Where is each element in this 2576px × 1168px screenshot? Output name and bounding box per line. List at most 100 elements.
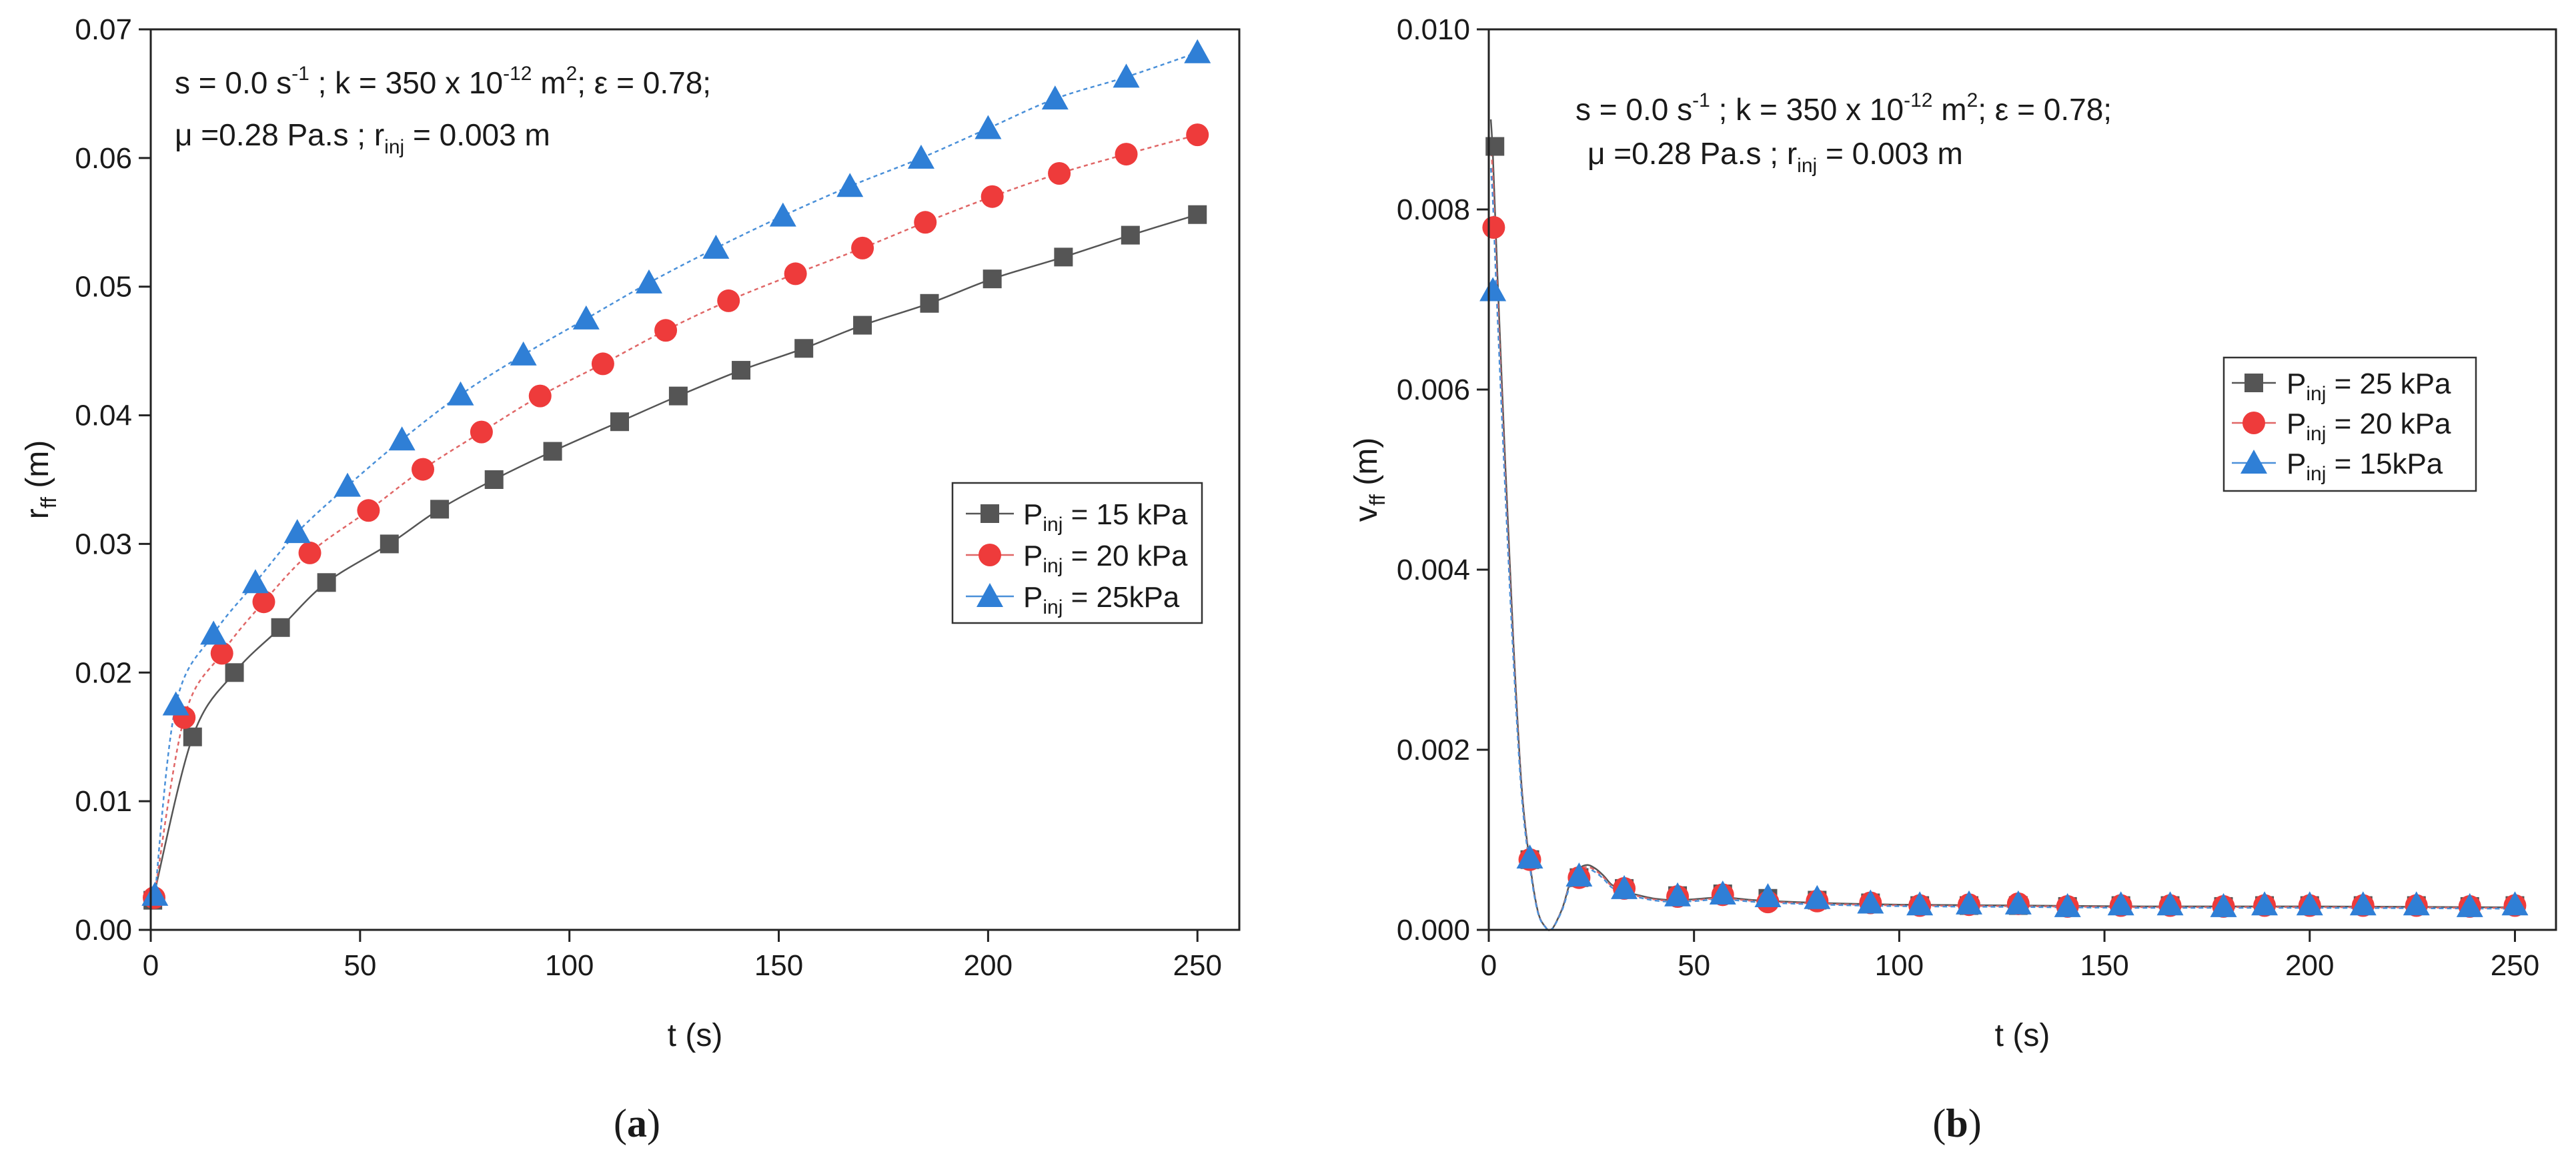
data-point-square	[271, 618, 290, 637]
data-point-circle	[981, 185, 1004, 208]
data-point-circle	[298, 541, 321, 564]
data-point-circle	[252, 590, 275, 614]
data-point-triangle	[447, 381, 474, 406]
data-point-triangle	[2107, 891, 2134, 916]
x-tick-label: 100	[1875, 949, 1924, 982]
data-point-circle	[1482, 216, 1505, 239]
y-tick-label: 0.00	[75, 914, 132, 947]
x-tick-label: 50	[1678, 949, 1710, 982]
data-point-triangle	[975, 115, 1002, 139]
data-point-square	[380, 534, 399, 554]
legend-item-25kpa: Pinj = 25 kPa	[2232, 368, 2451, 405]
data-point-triangle	[1184, 39, 1211, 63]
y-tick-label: 0.05	[75, 271, 132, 304]
data-point-triangle	[283, 519, 311, 544]
data-point-square	[484, 470, 504, 489]
annotation-line-2: μ =0.28 Pa.s ; rinj = 0.003 m	[1587, 136, 1963, 177]
legend-item-20kpa: Pinj = 20 kPa	[2232, 408, 2451, 445]
data-point-triangle	[2501, 891, 2529, 916]
data-point-triangle	[635, 269, 662, 294]
series-line-2	[153, 133, 1198, 899]
panel-label-a: (a)	[614, 1101, 660, 1145]
data-point-triangle	[2054, 893, 2081, 917]
x-tick-label: 50	[344, 949, 376, 982]
svg-text:Pinj = 20 kPa: Pinj = 20 kPa	[1023, 540, 1188, 577]
svg-text:Pinj = 15kPa: Pinj = 15kPa	[2287, 448, 2443, 485]
data-point-square	[1054, 247, 1073, 267]
annotation-b: s = 0.0 s-1 ; k = 350 x 10-12 m2; ε = 0.…	[1575, 89, 2112, 177]
data-point-square	[1121, 225, 1140, 245]
data-point-triangle	[1611, 874, 1638, 899]
legend-marker-circle	[979, 544, 1001, 566]
legend-b: Pinj = 25 kPa Pinj = 20 kPa Pinj = 15kPa	[2222, 356, 2477, 492]
data-point-triangle	[162, 691, 189, 716]
x-tick-label: 0	[1481, 949, 1497, 982]
data-point-triangle	[334, 472, 362, 497]
legend-item-25kpa: Pinj = 25kPa	[966, 581, 1180, 618]
data-point-triangle	[2456, 893, 2483, 917]
data-point-triangle	[1906, 891, 1934, 916]
chart-panel-a: 0 50 100 150 200 250 0.00 0.01 0.02 0.03 0.04 0.05…	[20, 13, 1241, 1145]
data-point-triangle	[2403, 891, 2430, 916]
x-axis-label-a: t (s)	[668, 1018, 723, 1053]
data-point-triangle	[1516, 844, 1543, 868]
series-line-2	[1489, 143, 2515, 931]
y-tick-label: 0.01	[75, 785, 132, 818]
data-point-square	[732, 361, 751, 380]
x-tick-label: 250	[1173, 949, 1222, 982]
data-point-square	[225, 663, 244, 682]
x-tick-label: 150	[754, 949, 803, 982]
y-tick-label: 0.07	[75, 13, 132, 46]
series-line-1	[1489, 119, 2515, 931]
x-tick-label: 0	[143, 949, 159, 982]
data-point-square	[430, 500, 450, 519]
y-tick-label: 0.03	[75, 528, 132, 560]
series-line-3	[154, 51, 1198, 896]
data-point-square	[1188, 205, 1207, 224]
annotation-line-2: μ =0.28 Pa.s ; rinj = 0.003 m	[175, 117, 550, 158]
data-point-triangle	[836, 173, 864, 197]
svg-text:Pinj = 15 kPa: Pinj = 15 kPa	[1023, 498, 1188, 536]
x-tick-label: 200	[2285, 949, 2334, 982]
data-point-square	[794, 339, 814, 358]
data-point-square	[853, 316, 872, 335]
legend-item-15kpa: Pinj = 15kPa	[2232, 448, 2443, 485]
data-point-triangle	[141, 881, 169, 906]
data-point-triangle	[1754, 883, 1782, 908]
data-point-triangle	[1113, 63, 1140, 88]
data-point-triangle	[241, 569, 269, 594]
data-point-triangle	[2349, 891, 2377, 916]
y-tick-label: 0.04	[75, 400, 132, 432]
data-point-triangle	[1479, 277, 1507, 302]
data-point-triangle	[1664, 882, 1692, 907]
data-point-triangle	[388, 426, 416, 451]
data-point-triangle	[510, 341, 537, 366]
series-line-3	[1489, 167, 2515, 931]
data-point-triangle	[1804, 885, 1831, 909]
data-point-square	[668, 386, 688, 406]
legend-marker-square	[2244, 374, 2263, 392]
data-point-circle	[412, 458, 434, 481]
y-tick-label: 0.06	[75, 142, 132, 175]
annotation-line-1: s = 0.0 s-1 ; k = 350 x 10-12 m2; ε = 0.…	[175, 63, 711, 100]
legend-a: Pinj = 15 kPa Pinj = 20 kPa Pinj = 25kPa	[951, 482, 1203, 624]
data-point-triangle	[1857, 889, 1884, 914]
data-point-triangle	[2251, 891, 2279, 916]
data-point-circle	[1115, 143, 1138, 166]
x-axis-label-b: t (s)	[1995, 1018, 2050, 1053]
y-axis-label-b: vff (m)	[1349, 438, 1389, 522]
data-point-circle	[591, 352, 614, 376]
y-tick-label: 0.02	[75, 656, 132, 689]
y-tick-label: 0.002	[1397, 734, 1470, 766]
data-point-triangle	[2296, 891, 2323, 916]
x-tick-label: 250	[2491, 949, 2539, 982]
data-point-triangle	[2210, 893, 2237, 917]
y-tick-label: 0.008	[1397, 193, 1470, 226]
data-point-circle	[1048, 162, 1071, 185]
y-tick-label: 0.010	[1397, 13, 1470, 46]
data-point-square	[920, 294, 939, 313]
data-point-square	[317, 573, 336, 592]
data-point-square	[543, 442, 562, 461]
data-point-triangle	[1956, 890, 1982, 915]
